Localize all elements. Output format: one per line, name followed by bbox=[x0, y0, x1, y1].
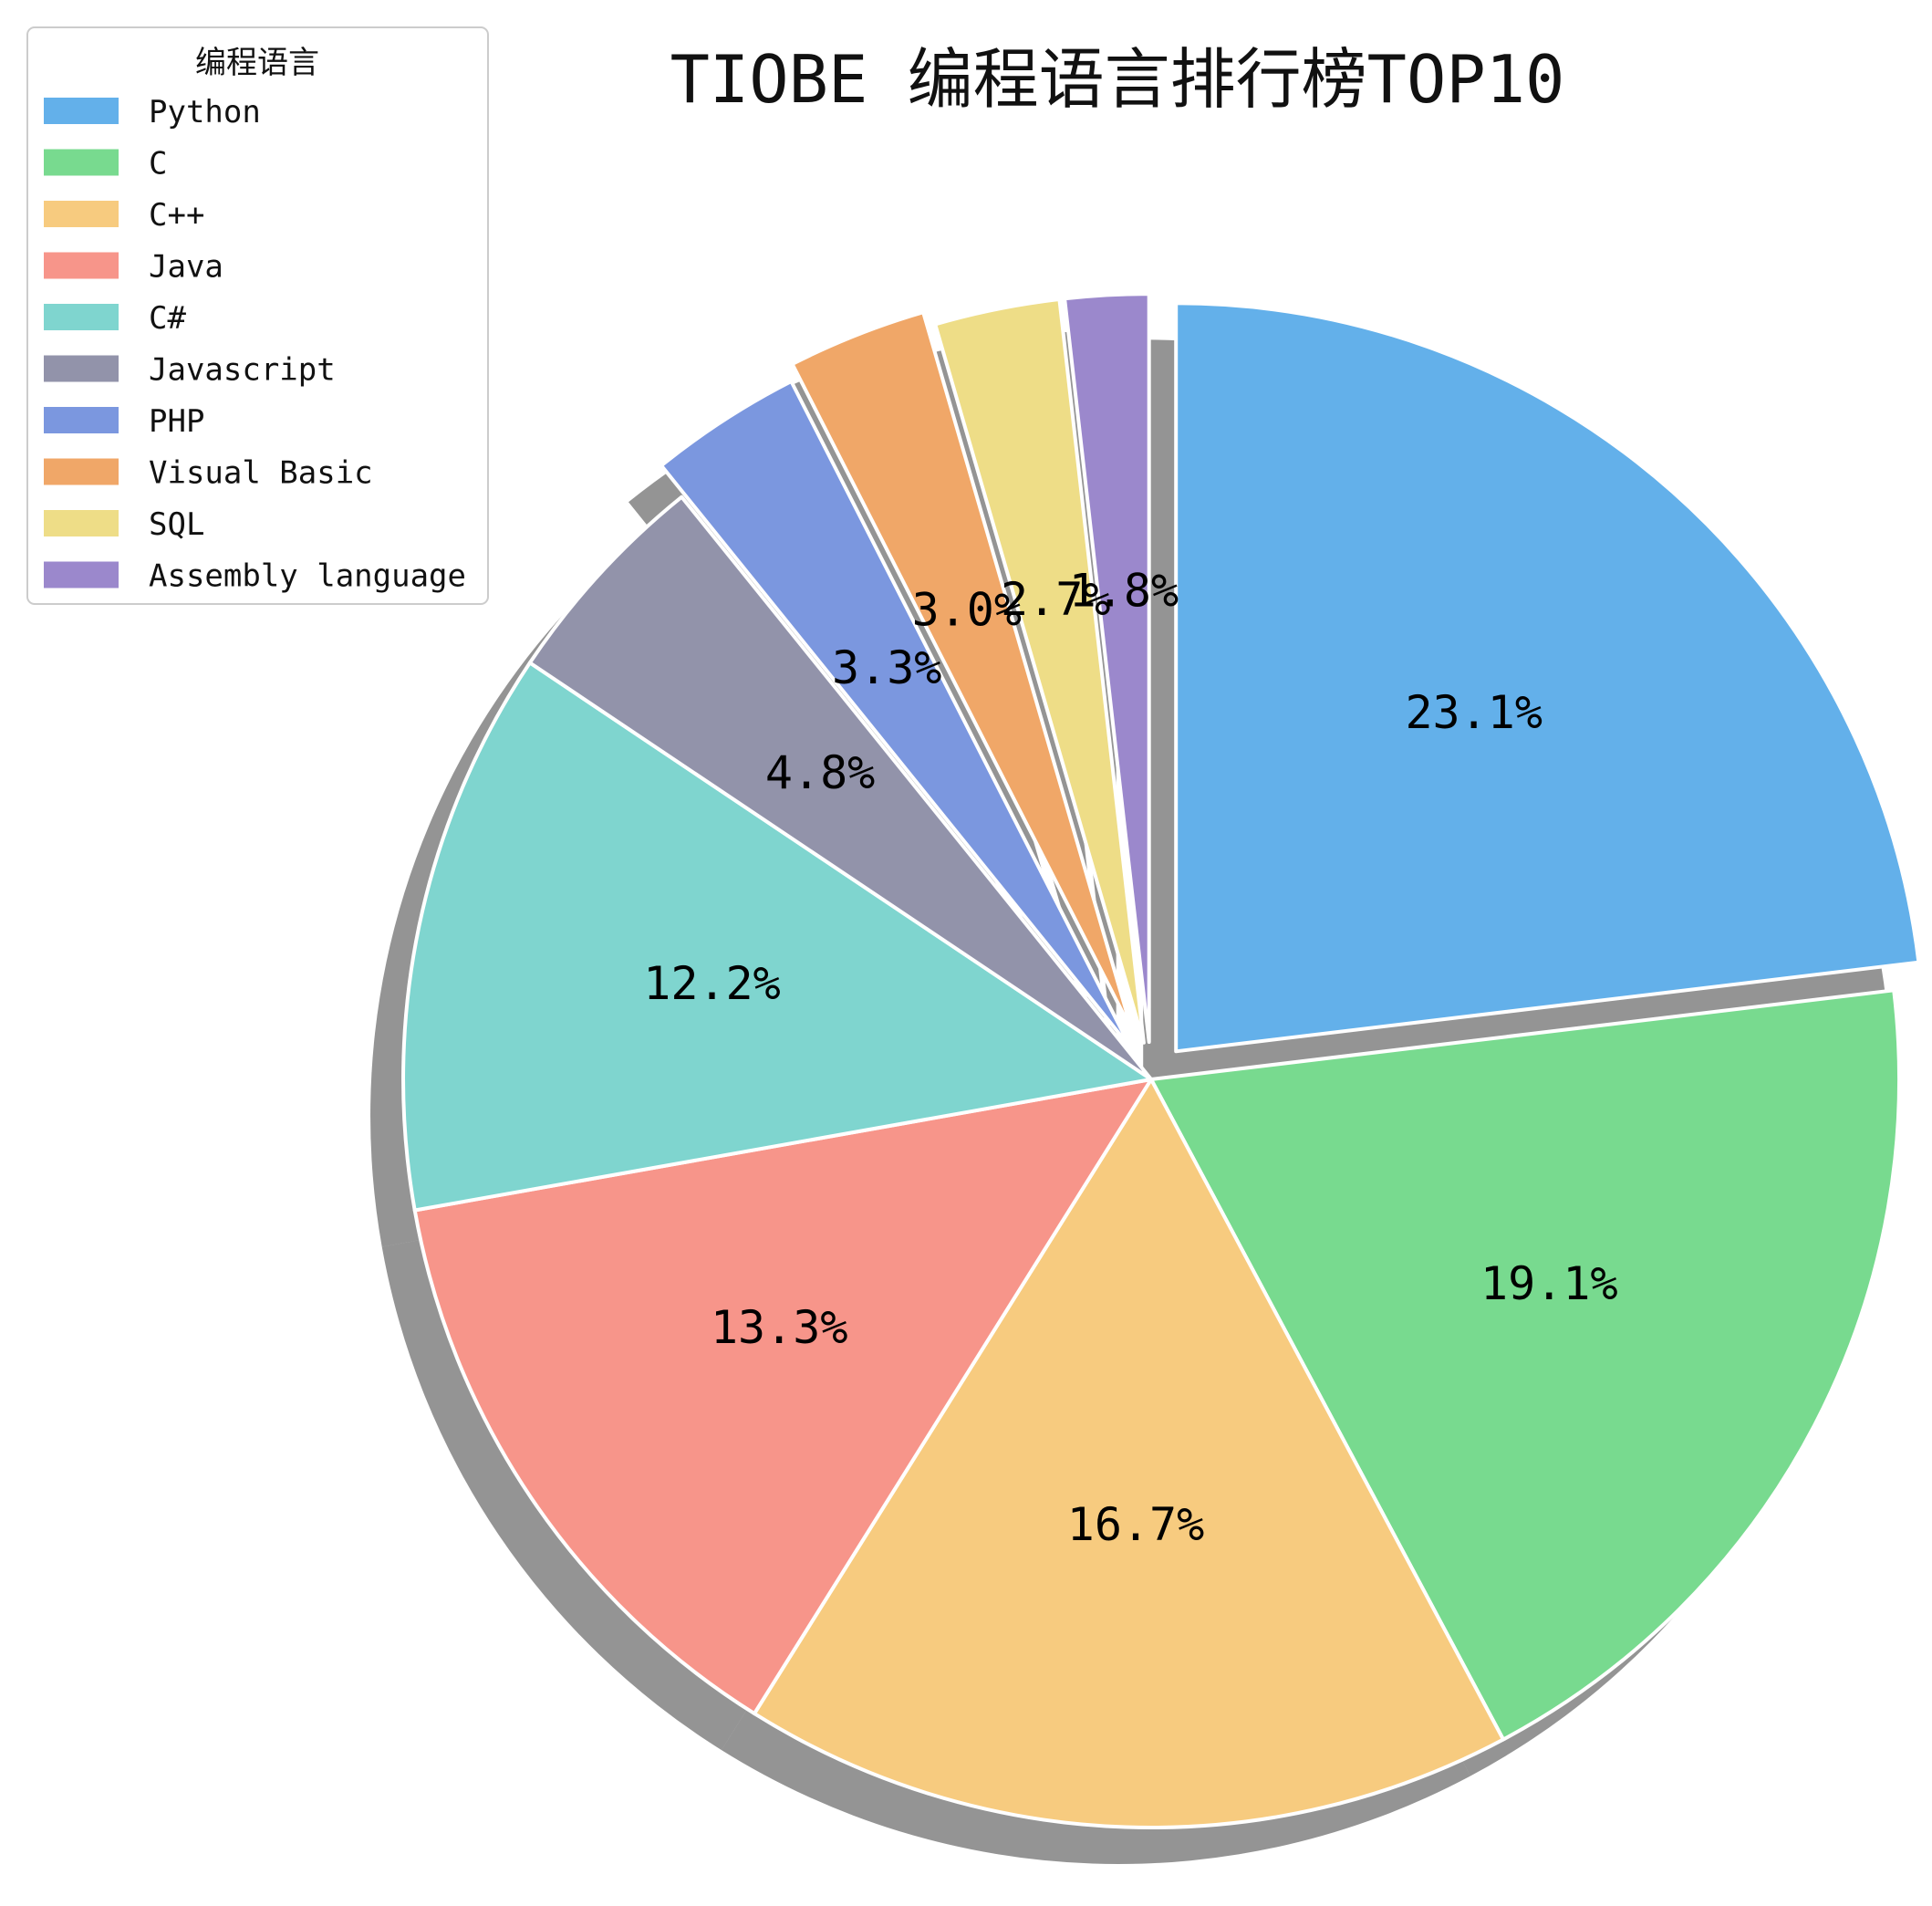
legend-label-java: Java bbox=[149, 249, 223, 286]
legend-label-c: C++ bbox=[149, 197, 204, 234]
legend-label-javascript: Javascript bbox=[149, 352, 336, 389]
legend-swatch-visual-basic bbox=[44, 459, 119, 485]
legend-title: 编程语言 bbox=[195, 45, 319, 81]
label-c: 16.7% bbox=[1067, 1498, 1205, 1551]
label-assembly-language: 1.8% bbox=[1069, 564, 1179, 617]
legend-label-c: C# bbox=[149, 300, 186, 337]
label-php: 3.3% bbox=[832, 641, 941, 694]
legend-label-visual-basic: Visual Basic bbox=[149, 455, 373, 492]
legend: 编程语言 Python C C++ Java C# Javascript PHP Visual… bbox=[27, 27, 488, 604]
label-c: 19.1% bbox=[1480, 1257, 1618, 1310]
slice-python bbox=[1176, 303, 1918, 1051]
legend-label-c: C bbox=[149, 146, 167, 182]
label-c: 12.2% bbox=[643, 957, 781, 1010]
label-javascript: 4.8% bbox=[765, 746, 875, 799]
legend-swatch-assembly-language bbox=[44, 562, 119, 588]
legend-swatch-python bbox=[44, 98, 119, 124]
legend-label-assembly-language: Assembly language bbox=[149, 558, 466, 595]
label-java: 13.3% bbox=[711, 1301, 848, 1354]
chart-title: TIOBE 编程语言排行榜TOP10 bbox=[670, 41, 1565, 118]
legend-label-python: Python bbox=[149, 94, 261, 130]
legend-swatch-c bbox=[44, 304, 119, 330]
legend-label-sql: SQL bbox=[149, 506, 204, 543]
legend-swatch-c bbox=[44, 201, 119, 227]
legend-swatch-javascript bbox=[44, 356, 119, 382]
legend-label-php: PHP bbox=[149, 403, 204, 440]
legend-swatch-java bbox=[44, 253, 119, 279]
legend-swatch-c bbox=[44, 150, 119, 176]
legend-swatch-php bbox=[44, 407, 119, 433]
legend-swatch-sql bbox=[44, 510, 119, 536]
label-python: 23.1% bbox=[1405, 686, 1542, 739]
